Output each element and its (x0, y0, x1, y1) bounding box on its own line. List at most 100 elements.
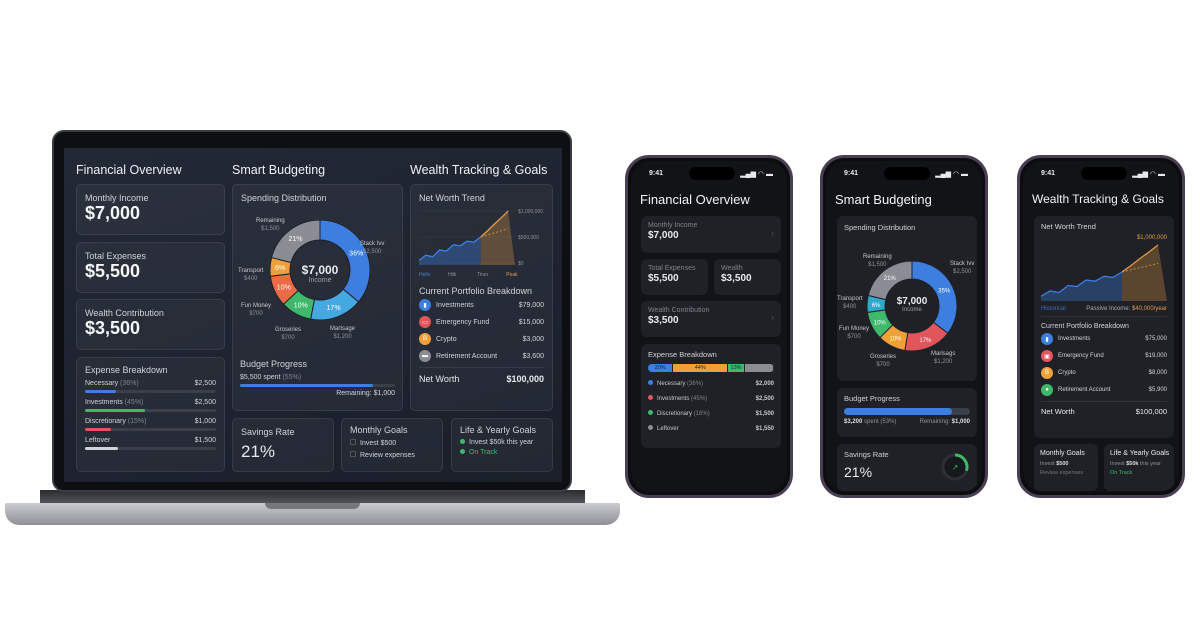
breakdown-bar (85, 447, 216, 450)
card-value: $3,500 (85, 318, 141, 338)
spending-distribution-card: Spending Distribution 35% 17% 10% 10% 6% 21% … (837, 216, 977, 381)
stacked-bar: 20% 44% 13% (648, 364, 774, 372)
card-value: $5,500 (85, 261, 141, 281)
wealth-contribution-card[interactable]: Wealth Contribution $3,500 › (641, 301, 781, 337)
donut-center: $7,000 Income (896, 296, 928, 313)
spending-donut-chart: 36% 17% 10% 10% 6% 21% (270, 220, 370, 320)
breakdown-item: Necessary (36%) $2,000 (648, 380, 774, 387)
checkbox[interactable] (350, 439, 356, 445)
card-title: Expense Breakdown (85, 365, 168, 375)
wallet-icon: ▭ (419, 316, 431, 328)
portfolio-item[interactable]: ▬ Retirement Account $3,600 (419, 350, 544, 362)
check-icon (460, 439, 465, 444)
donut-label: Stack Ivv $2,500 (360, 241, 385, 255)
dynamic-island (689, 167, 735, 180)
breakdown-item: Discretionary (16%) $1,500 (648, 410, 774, 417)
breakdown-item: Leftover $1,550 (648, 425, 774, 432)
wealth-card[interactable]: Wealth $3,500 (714, 259, 781, 295)
projected-area (480, 211, 515, 265)
bitcoin-icon: B (419, 333, 431, 345)
page-title: Smart Budgeting (835, 192, 932, 207)
stacked-segment: 13% (728, 364, 745, 372)
page-title: Financial Overview (640, 192, 750, 207)
bitcoin-icon: B (1041, 367, 1053, 379)
portfolio-item[interactable]: B Crypto $8,000 (1041, 367, 1167, 379)
net-worth-chart (1040, 244, 1167, 301)
projected-line (480, 210, 509, 238)
laptop-base (5, 503, 620, 525)
savings-value: 21% (241, 442, 276, 461)
monthly-income-card[interactable]: Monthly Income $7,000 › (641, 216, 781, 253)
savings-rate-card: Savings Rate 21% (232, 418, 334, 472)
y-tick: $1,000,000 (518, 209, 543, 215)
spending-donut-chart: 35% 17% 10% 10% 6% 21% (867, 261, 957, 351)
breakdown-item: Investments (45%) $2,500 (85, 399, 216, 412)
budget-title: Budget Progress (240, 359, 308, 369)
wealth-contribution-card[interactable]: Wealth Contribution $3,500 (76, 299, 225, 350)
person-icon: ● (1041, 384, 1053, 396)
remaining-text: Remaining: $1,000 (336, 390, 395, 397)
slice-label: 10% (874, 320, 887, 326)
net-worth-chart: $0 $500,000 $1,000,000 Hello Hiik Tiner Peak (418, 209, 543, 278)
donut-slice-stack-ivv[interactable] (319, 220, 370, 303)
slice-label: 10% (889, 336, 902, 342)
portfolio-item[interactable]: ▣ Emergency Fund $19,000 (1041, 350, 1167, 362)
card-title: Monthly Goals (350, 425, 408, 435)
phone-smart-budgeting: 9:41 ▂▄▆ ◠ ▬ Smart Budgeting Spending Di… (820, 155, 988, 498)
checkbox[interactable] (350, 451, 356, 457)
goal-item: Invest $50k this year (460, 439, 544, 446)
donut-label: Transport $400 (837, 296, 863, 310)
net-worth-card: Net Worth Trend $0 $500,000 $1,000,000 Hell… (410, 184, 553, 411)
status-time: 9:41 (649, 170, 664, 177)
net-worth-row: Net Worth $100,000 (1041, 401, 1167, 416)
donut-slice-remaining[interactable] (867, 261, 913, 301)
portfolio-item[interactable]: ▭ Emergency Fund $15,000 (419, 316, 544, 328)
donut-label: Groseries $700 (275, 327, 302, 341)
y-tick: $0 (518, 261, 524, 267)
chart-icon: ▮ (1041, 333, 1053, 345)
card-title: Spending Distribution (241, 193, 327, 203)
budget-progress-bar (844, 408, 970, 415)
donut-label: Groseries $700 (870, 354, 897, 368)
donut-label: Fun Money $700 (839, 326, 870, 340)
slice-label: 6% (872, 303, 881, 309)
dynamic-island (884, 167, 930, 180)
slice-label: 6% (275, 265, 285, 272)
breakdown-bar (85, 409, 216, 412)
donut-label: Remaining $1,500 (256, 218, 285, 232)
donut-label: Stack Ivv $2,500 (950, 261, 975, 275)
status-icons: ▂▄▆ ◠ ▬ (740, 171, 773, 178)
status-time: 9:41 (844, 170, 859, 177)
goal-item[interactable]: Review expenses (350, 451, 434, 459)
portfolio-item[interactable]: ▮ Investments $79,000 (419, 299, 544, 311)
projected-low-line (480, 228, 509, 238)
goal-item[interactable]: Invest $500 (350, 439, 434, 447)
spent-pct: (55%) (282, 374, 302, 381)
car-icon: ▬ (419, 350, 431, 362)
briefcase-icon: ▣ (1041, 350, 1053, 362)
slice-label: 17% (919, 338, 932, 344)
total-expenses-card[interactable]: Total Expenses $5,500 (641, 259, 708, 295)
y-tick: $500,000 (518, 235, 539, 241)
portfolio-item[interactable]: ▮ Investments $75,000 (1041, 333, 1167, 345)
donut-label: Marisags $1,200 (931, 351, 956, 365)
card-label: Monthly Income (85, 193, 149, 203)
x-tick: Hello (419, 272, 431, 277)
stacked-segment: 20% (648, 364, 674, 372)
center-label: Income (308, 277, 332, 284)
budget-progress-bar (240, 384, 395, 387)
center-value: $7,000 (301, 263, 339, 277)
breakdown-item: Discretionary (15%) $1,000 (85, 418, 216, 431)
y-tick: $1,000,000 (1136, 235, 1167, 241)
dynamic-island (1081, 167, 1127, 180)
portfolio-item[interactable]: ● Retirement Account $5,900 (1041, 384, 1167, 396)
legend-dot (648, 425, 653, 430)
monthly-income-card[interactable]: Monthly Income $7,000 (76, 184, 225, 235)
portfolio-item[interactable]: B Crypto $3,000 (419, 333, 544, 345)
total-expenses-card[interactable]: Total Expenses $5,500 (76, 242, 225, 293)
page-title: Wealth Tracking & Goals (1032, 192, 1164, 206)
phone-wealth-tracking: 9:41 ▂▄▆ ◠ ▬ Wealth Tracking & Goals Net… (1017, 155, 1185, 498)
stacked-segment (744, 364, 774, 372)
section-title: Smart Budgeting (232, 163, 326, 177)
donut-slice-remaining[interactable] (270, 220, 321, 264)
